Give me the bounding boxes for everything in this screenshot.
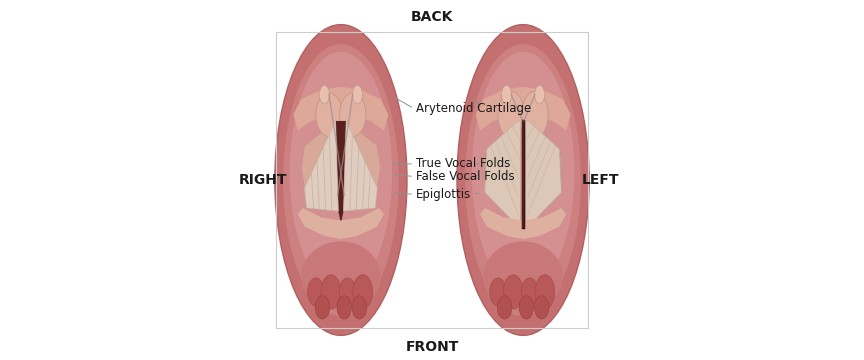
Polygon shape <box>344 121 378 211</box>
Ellipse shape <box>316 93 342 136</box>
Ellipse shape <box>535 275 555 309</box>
Ellipse shape <box>321 275 341 309</box>
Ellipse shape <box>502 85 511 104</box>
Polygon shape <box>335 121 346 224</box>
Ellipse shape <box>490 278 506 306</box>
Ellipse shape <box>535 85 544 104</box>
Polygon shape <box>346 121 380 188</box>
Text: Epiglottis: Epiglottis <box>416 188 471 201</box>
Polygon shape <box>302 121 335 188</box>
Text: Arytenoid Cartilage: Arytenoid Cartilage <box>416 102 531 115</box>
Ellipse shape <box>283 44 398 316</box>
Ellipse shape <box>275 24 407 336</box>
Bar <box>276 32 588 328</box>
Text: True Vocal Folds: True Vocal Folds <box>416 157 511 170</box>
Text: FRONT: FRONT <box>405 340 459 354</box>
Ellipse shape <box>498 91 524 138</box>
Ellipse shape <box>484 241 562 311</box>
Ellipse shape <box>466 44 581 316</box>
Polygon shape <box>529 121 564 183</box>
Text: LEFT: LEFT <box>581 173 619 187</box>
Ellipse shape <box>503 275 523 309</box>
Ellipse shape <box>353 296 366 319</box>
Polygon shape <box>482 121 518 183</box>
Polygon shape <box>475 87 571 130</box>
Ellipse shape <box>340 278 356 306</box>
Ellipse shape <box>353 85 362 104</box>
Polygon shape <box>480 208 566 239</box>
Polygon shape <box>485 121 520 226</box>
Ellipse shape <box>498 296 511 319</box>
Polygon shape <box>485 121 520 226</box>
Ellipse shape <box>308 278 324 306</box>
Polygon shape <box>305 121 339 211</box>
Ellipse shape <box>340 93 366 136</box>
Text: BACK: BACK <box>410 10 454 24</box>
Text: False Vocal Folds: False Vocal Folds <box>416 170 515 183</box>
Ellipse shape <box>457 24 589 336</box>
Ellipse shape <box>315 296 330 319</box>
Ellipse shape <box>353 275 372 309</box>
Text: RIGHT: RIGHT <box>239 173 288 187</box>
Ellipse shape <box>337 296 352 319</box>
Ellipse shape <box>320 85 329 104</box>
Polygon shape <box>525 121 562 226</box>
Ellipse shape <box>519 296 534 319</box>
Ellipse shape <box>289 52 392 293</box>
Ellipse shape <box>534 296 549 319</box>
Polygon shape <box>293 87 389 130</box>
Ellipse shape <box>302 241 380 311</box>
Ellipse shape <box>472 52 575 293</box>
Polygon shape <box>525 121 562 226</box>
Polygon shape <box>298 208 384 239</box>
Ellipse shape <box>522 278 538 306</box>
Ellipse shape <box>522 91 548 138</box>
